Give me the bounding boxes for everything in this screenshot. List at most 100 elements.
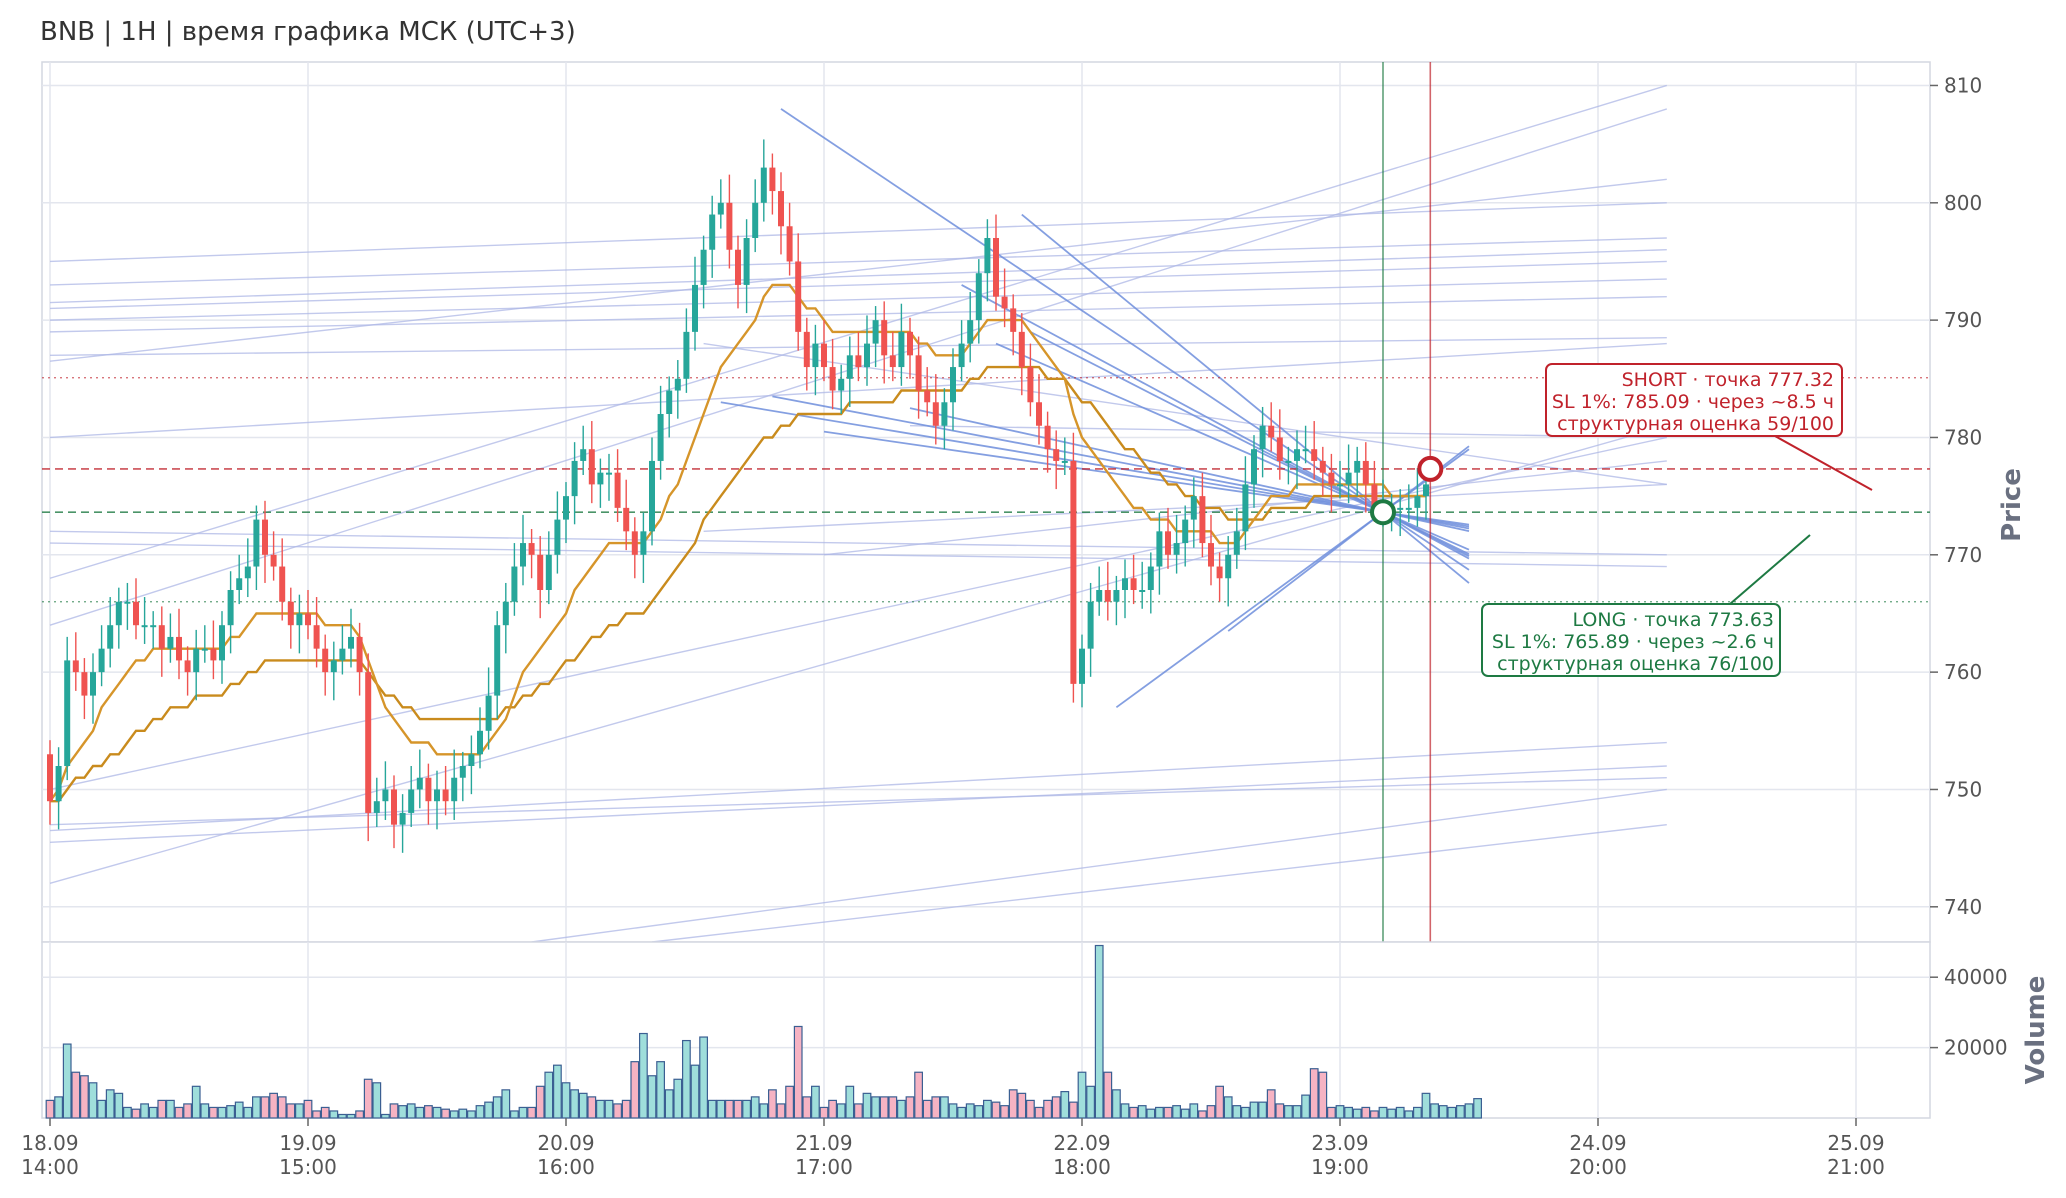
short-annotation-box: [1545, 363, 1843, 437]
volume-bar: [957, 1106, 966, 1119]
candles: [47, 139, 1429, 853]
candle-body: [872, 320, 879, 344]
volume-bar: [424, 1105, 433, 1119]
candle-body: [296, 613, 303, 626]
x-tick-time: 19:00: [1311, 1155, 1369, 1179]
volume-bar: [982, 1099, 992, 1119]
volume-bar: [871, 1096, 880, 1119]
volume-bar: [922, 1099, 932, 1119]
candle-body: [262, 519, 268, 555]
candle-body: [563, 496, 569, 520]
candle-body: [975, 273, 982, 321]
candle-body: [597, 472, 604, 485]
candle-body: [1337, 484, 1343, 487]
candle-body: [588, 449, 595, 485]
volume-bar: [286, 1103, 296, 1119]
candle-body: [717, 202, 724, 215]
candle-body: [855, 355, 862, 368]
volume-bar: [1129, 1106, 1139, 1119]
candle-body: [244, 566, 251, 579]
volume-bar: [535, 1085, 545, 1119]
price-y-ticks: 740 750 760 770 780 790 800 810: [1930, 73, 1982, 919]
candle-body: [133, 601, 139, 626]
x-tick-time: 15:00: [279, 1155, 337, 1179]
candle-body: [124, 601, 131, 604]
short-annotation-line1: SHORT · точка 777.32: [1622, 369, 1834, 391]
volume-bar: [252, 1096, 261, 1119]
candle-body: [339, 648, 346, 661]
price-tick-label: 780: [1944, 425, 1982, 449]
candle-body: [1173, 543, 1180, 555]
volume-bar: [1060, 1090, 1070, 1119]
volume-bar: [1189, 1103, 1199, 1119]
volume-bar: [879, 1096, 889, 1119]
candle-body: [1233, 531, 1240, 555]
entry-markers: [1370, 455, 1444, 526]
candle-body: [674, 378, 681, 391]
volume-bar: [1404, 1110, 1414, 1119]
volume-bar: [183, 1103, 193, 1119]
candle-body: [382, 789, 389, 802]
candle-body: [184, 660, 191, 673]
volume-bar: [1430, 1103, 1440, 1119]
candle-body: [434, 789, 440, 802]
short-annotation-line2: SL 1%: 785.09 · через ~8.5 ч: [1552, 391, 1834, 413]
candle-body: [1319, 460, 1326, 473]
candle-body: [1302, 449, 1309, 452]
short-annotation-pointer: [1774, 435, 1873, 491]
chart-title: BNB | 1H | время графика МСК (UTC+3): [40, 17, 576, 47]
x-tick-time: 18:00: [1053, 1155, 1111, 1179]
volume-bar: [570, 1089, 579, 1119]
volume-bar: [939, 1096, 949, 1119]
candle-body: [1225, 554, 1232, 579]
trend-line: [49, 278, 1667, 321]
volume-axis-label: Volume: [2021, 976, 2051, 1085]
volume-bar: [750, 1096, 760, 1119]
candle-body: [812, 343, 819, 368]
volume-bar: [148, 1106, 158, 1119]
volume-bar: [690, 1064, 700, 1119]
candle-body: [846, 355, 853, 379]
candle-body: [1130, 578, 1137, 590]
volume-bar: [707, 1099, 717, 1119]
price-tick-label: 740: [1944, 895, 1982, 919]
volume-bar: [742, 1099, 751, 1119]
volume-bar: [415, 1106, 425, 1119]
volume-bar: [1206, 1105, 1216, 1119]
volume-bar: [1335, 1105, 1345, 1119]
candle-body: [932, 402, 939, 426]
candle-body: [580, 449, 587, 461]
volume-bar: [467, 1110, 476, 1119]
candle-body: [795, 261, 802, 332]
candle-body: [1079, 648, 1085, 684]
volume-bar: [1258, 1101, 1268, 1119]
volume-bar: [793, 1025, 803, 1119]
candle-body: [305, 613, 311, 626]
candle-body: [141, 625, 148, 628]
volume-bar: [1301, 1094, 1311, 1119]
volume-bar: [1309, 1068, 1319, 1119]
candle-body: [606, 472, 612, 475]
volume-bar: [1412, 1106, 1422, 1119]
volume-bar: [1395, 1106, 1405, 1119]
candle-body: [1397, 507, 1404, 510]
volume-bar: [406, 1103, 416, 1119]
volume-bar: [79, 1075, 89, 1119]
x-tick-date: 18.09: [21, 1131, 78, 1155]
candle-body: [941, 402, 948, 426]
volume-bar: [355, 1110, 364, 1119]
volume-bar: [277, 1096, 287, 1119]
candle-body: [769, 167, 776, 192]
volume-bar: [1103, 1071, 1113, 1119]
long-entry-marker: [1370, 499, 1396, 526]
volume-bar: [544, 1071, 554, 1119]
candle-body: [1423, 484, 1429, 497]
volume-bar: [1068, 1101, 1078, 1119]
volume-bar: [389, 1103, 399, 1119]
fan-line: [780, 108, 1470, 571]
trend-line: [49, 202, 1667, 263]
volume-bar: [217, 1106, 227, 1119]
price-tick-label: 750: [1944, 777, 1982, 801]
volume-bar: [260, 1096, 270, 1119]
x-tick-date: 22.09: [1053, 1131, 1110, 1155]
